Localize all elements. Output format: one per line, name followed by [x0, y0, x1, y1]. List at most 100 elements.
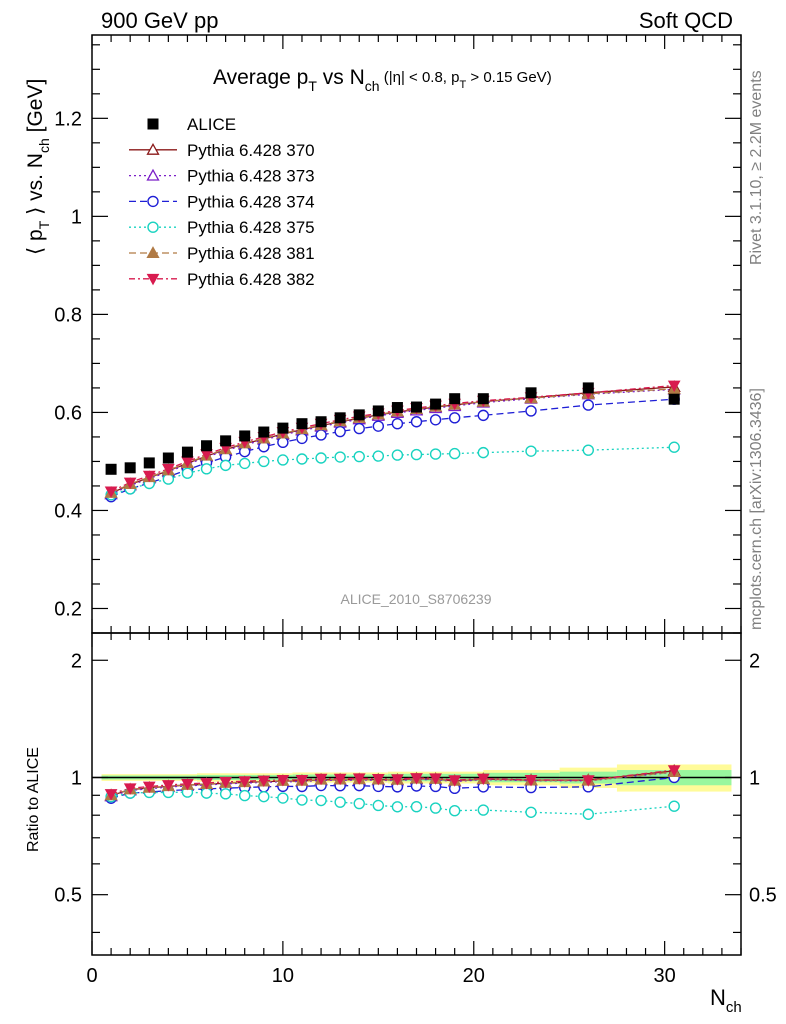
data-point-alice [477, 393, 489, 405]
x-tick-label: 30 [654, 965, 676, 987]
data-point-alice [124, 462, 136, 474]
series-point-2 [525, 405, 537, 417]
ratio-point-5 [333, 773, 347, 786]
ratio-point-5 [123, 783, 137, 795]
data-point-alice [525, 387, 537, 399]
ratio-tick-label-left: 2 [71, 650, 82, 672]
series-point-5 [104, 486, 118, 498]
ratio-point-3 [525, 806, 537, 818]
ratio-point-3 [582, 808, 594, 820]
data-point-alice [277, 422, 289, 434]
ratio-tick-label-right: 1 [749, 767, 760, 789]
ratio-point-5 [104, 789, 118, 801]
header-right: Soft QCD [639, 8, 733, 33]
legend-marker [146, 168, 160, 181]
series-point-3 [296, 453, 308, 465]
ratio-tick-label-right: 2 [749, 650, 760, 672]
series-point-3 [162, 473, 175, 485]
ratio-point-5 [181, 778, 194, 791]
data-point-alice [582, 382, 594, 394]
ratio-point-5 [352, 773, 366, 785]
x-tick-label: 0 [86, 965, 97, 987]
series-point-2 [296, 432, 308, 445]
ratio-panel: 0 10 20 30 0.5 0.5 1 1 2 2 [54, 632, 777, 987]
ratio-point-3 [410, 801, 423, 813]
plot-title: Average pT vs Nch (|η| < 0.8, pT > 0.15 … [213, 66, 552, 94]
series-point-3 [477, 446, 490, 459]
y-tick-label: 1 [71, 206, 82, 228]
x-tick-label: 10 [272, 965, 294, 987]
series-point-3 [582, 444, 594, 456]
data-point-alice [372, 405, 384, 417]
ratio-point-5 [391, 774, 404, 786]
ratio-point-5 [429, 773, 442, 785]
series-point-3 [448, 447, 461, 460]
y-label-b: ⟩ vs. N [24, 153, 47, 221]
data-point-alice [220, 435, 232, 447]
series-point-3 [525, 445, 537, 457]
ratio-point-3 [477, 804, 490, 816]
ratio-point-5 [276, 774, 290, 787]
ratio-plot-area [92, 764, 741, 820]
ratio-point-3 [258, 790, 270, 803]
series-point-3 [353, 450, 365, 463]
ratio-point-5 [219, 777, 232, 789]
title-cuts-b: > 0.15 GeV) [466, 69, 551, 86]
y-tick-label: 0.4 [54, 500, 82, 522]
legend-marker [146, 273, 160, 286]
series-point-3 [277, 454, 289, 466]
ratio-tick-label-left: 1 [71, 767, 82, 789]
ratio-point-5 [200, 778, 213, 790]
series-point-3 [219, 459, 232, 472]
data-point-alice [449, 393, 461, 405]
title-main: Average p [213, 66, 308, 89]
ratio-point-3 [429, 802, 442, 814]
ratio-point-3 [219, 788, 232, 800]
series-point-3 [239, 457, 251, 470]
series-point-2 [277, 436, 289, 449]
series-point-3 [200, 463, 213, 475]
title-cuts-sub: T [459, 79, 466, 91]
y-tick-label: 0.8 [54, 304, 82, 326]
ratio-point-5 [371, 773, 385, 786]
ratio-point-5 [162, 780, 175, 792]
ratio-ticks: 0 10 20 30 0.5 0.5 1 1 2 2 [54, 633, 777, 987]
series-point-2 [334, 425, 346, 438]
data-point-alice [258, 426, 270, 438]
y-label-sub2: ch [36, 138, 52, 153]
series-point-2 [448, 412, 461, 424]
ratio-point-3 [391, 801, 404, 813]
legend-label: Pythia 6.428 381 [187, 244, 315, 263]
y-label-a: ⟨ p [24, 229, 47, 255]
data-point-alice [391, 402, 403, 414]
ratio-point-5 [524, 774, 538, 787]
ratio-point-3 [200, 787, 213, 799]
y-axis-label: ⟨ pT ⟩ vs. Nch [GeV] [24, 79, 52, 255]
series-line-2 [110, 398, 675, 498]
x-label-sub: ch [726, 999, 742, 1016]
legend-label: Pythia 6.428 375 [187, 218, 315, 237]
side-label-mcplots: mcplots.cern.ch [arXiv:1306.3436] [748, 388, 765, 630]
data-point-alice [143, 457, 155, 469]
data-point-alice [105, 463, 117, 475]
x-tick-label: 20 [463, 965, 485, 987]
ratio-point-5 [295, 774, 309, 787]
title-vs: vs N [317, 66, 365, 89]
ratio-point-5 [448, 775, 462, 787]
ratio-point-3 [296, 794, 308, 806]
ratio-point-3 [448, 804, 461, 817]
x-axis-label: Nch [710, 985, 742, 1016]
legend-label: Pythia 6.428 374 [187, 192, 315, 211]
ratio-y-axis-label: Ratio to ALICE [25, 747, 42, 852]
ratio-point-3 [372, 799, 385, 812]
legend-marker [147, 195, 159, 208]
y-tick-label: 0.6 [54, 402, 82, 424]
y-label-sub1: T [36, 220, 52, 229]
series-point-3 [372, 450, 385, 462]
series-point-5 [162, 463, 175, 476]
series-point-3 [391, 449, 404, 461]
ratio-point-3 [668, 800, 680, 812]
data-point-alice [430, 398, 442, 410]
header-left: 900 GeV pp [101, 8, 218, 33]
